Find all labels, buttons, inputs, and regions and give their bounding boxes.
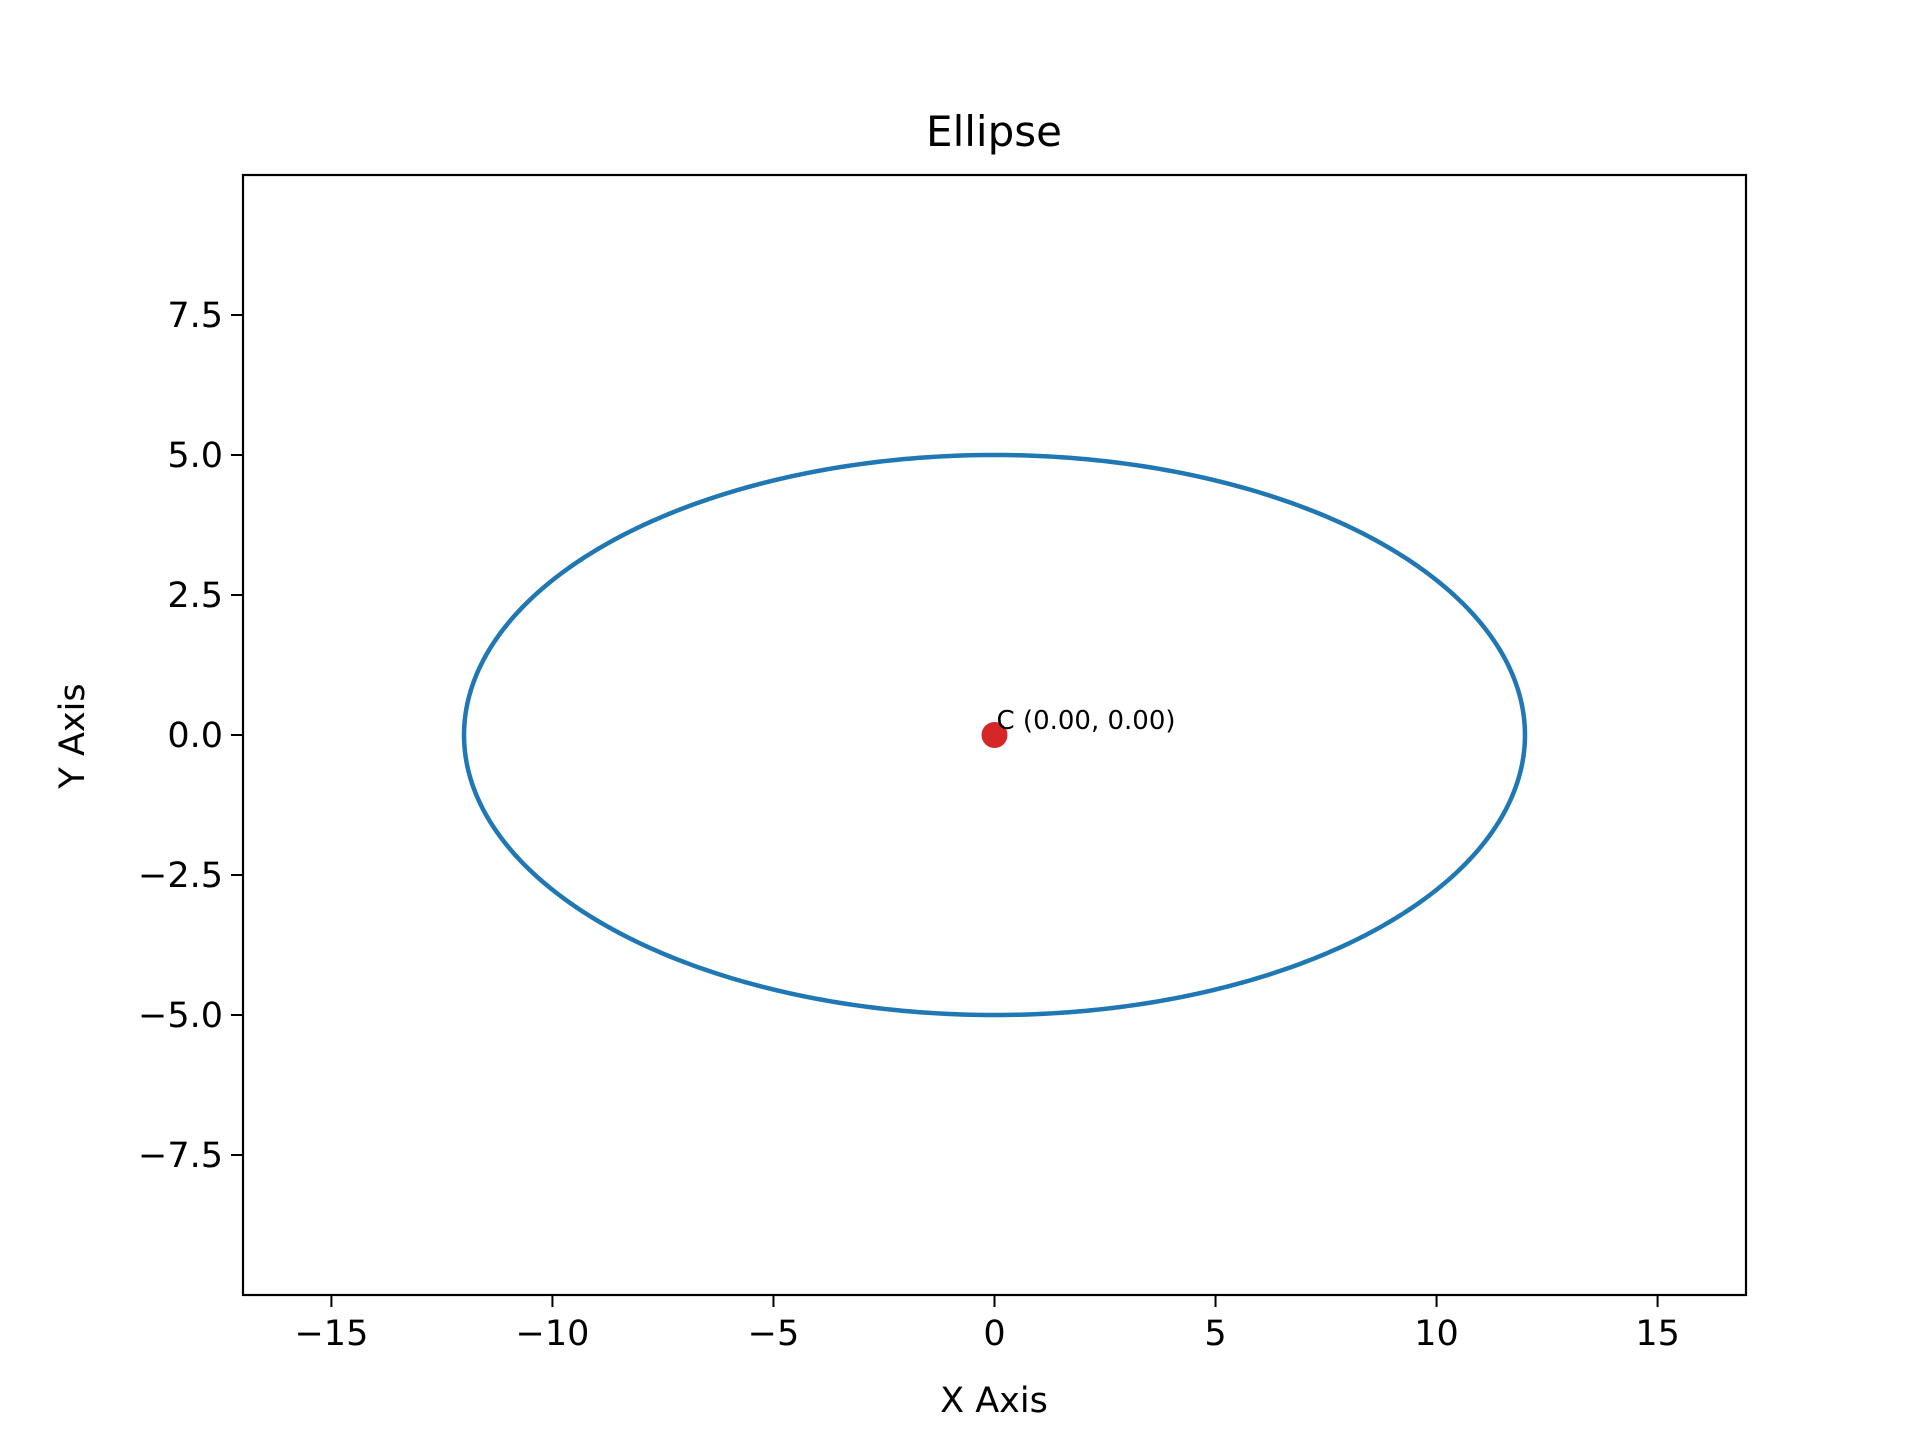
y-tick-label: −5.0 — [138, 996, 223, 1036]
plot-area: C (0.00, 0.00) — [461, 452, 1528, 1018]
x-tick-label: 15 — [1635, 1314, 1680, 1354]
x-tick-label: −15 — [294, 1314, 368, 1354]
plot-frame — [241, 173, 1748, 1297]
x-tick-label: 5 — [1204, 1314, 1226, 1354]
y-tick-label: −7.5 — [138, 1136, 223, 1176]
center-point-label: C (0.00, 0.00) — [997, 706, 1176, 736]
y-tick-label: 0.0 — [167, 716, 223, 756]
x-tick-label: 0 — [983, 1314, 1005, 1354]
x-tick-label: −5 — [748, 1314, 800, 1354]
y-tick-label: −2.5 — [138, 856, 223, 896]
ellipse-series-line — [461, 452, 1528, 1018]
x-axis-ticks: −15 −10 −5 0 5 10 15 — [294, 1295, 1680, 1354]
y-axis-label: Y Axis — [53, 683, 93, 789]
y-tick-label: 5.0 — [167, 436, 223, 476]
x-axis-label: X Axis — [940, 1381, 1048, 1421]
y-tick-label: 2.5 — [167, 576, 223, 616]
x-tick-label: −10 — [516, 1314, 590, 1354]
center-point — [981, 722, 1008, 748]
x-tick-label: 10 — [1414, 1314, 1459, 1354]
y-axis-ticks: −7.5 −5.0 −2.5 0.0 2.5 5.0 7.5 — [138, 296, 243, 1176]
chart-title: Ellipse — [926, 107, 1062, 156]
y-tick-label: 7.5 — [167, 296, 223, 336]
